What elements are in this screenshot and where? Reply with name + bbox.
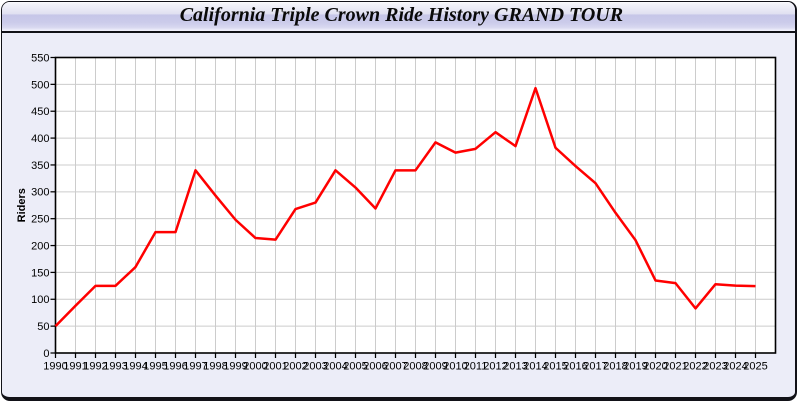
svg-text:400: 400 xyxy=(31,133,49,145)
svg-text:2024: 2024 xyxy=(723,361,747,373)
svg-text:2018: 2018 xyxy=(603,361,627,373)
svg-text:2002: 2002 xyxy=(283,361,307,373)
svg-text:2015: 2015 xyxy=(543,361,567,373)
svg-text:300: 300 xyxy=(31,187,49,199)
svg-text:450: 450 xyxy=(31,106,49,118)
svg-text:200: 200 xyxy=(31,240,49,252)
svg-text:1992: 1992 xyxy=(83,361,107,373)
svg-text:2003: 2003 xyxy=(303,361,327,373)
svg-text:2021: 2021 xyxy=(663,361,687,373)
svg-text:1995: 1995 xyxy=(143,361,167,373)
svg-text:1991: 1991 xyxy=(63,361,87,373)
svg-text:2006: 2006 xyxy=(363,361,387,373)
svg-text:2023: 2023 xyxy=(703,361,727,373)
svg-text:2016: 2016 xyxy=(563,361,587,373)
svg-text:2014: 2014 xyxy=(523,361,547,373)
svg-text:1997: 1997 xyxy=(183,361,207,373)
svg-text:2025: 2025 xyxy=(743,361,767,373)
svg-text:2010: 2010 xyxy=(443,361,467,373)
svg-text:50: 50 xyxy=(37,321,49,333)
svg-text:2019: 2019 xyxy=(623,361,647,373)
svg-text:2001: 2001 xyxy=(263,361,287,373)
svg-text:2022: 2022 xyxy=(683,361,707,373)
svg-text:2012: 2012 xyxy=(483,361,507,373)
svg-text:1999: 1999 xyxy=(223,361,247,373)
svg-text:500: 500 xyxy=(31,79,49,91)
svg-text:250: 250 xyxy=(31,214,49,226)
svg-text:2017: 2017 xyxy=(583,361,607,373)
svg-text:2009: 2009 xyxy=(423,361,447,373)
svg-text:100: 100 xyxy=(31,294,49,306)
svg-text:550: 550 xyxy=(31,52,49,64)
svg-text:1998: 1998 xyxy=(203,361,227,373)
svg-text:2007: 2007 xyxy=(383,361,407,373)
svg-text:1996: 1996 xyxy=(163,361,187,373)
svg-text:Riders: Riders xyxy=(16,188,28,222)
svg-text:2013: 2013 xyxy=(503,361,527,373)
svg-text:350: 350 xyxy=(31,160,49,172)
svg-text:1993: 1993 xyxy=(103,361,127,373)
svg-text:2011: 2011 xyxy=(464,361,488,373)
svg-text:1994: 1994 xyxy=(123,361,147,373)
svg-text:2000: 2000 xyxy=(243,361,267,373)
svg-text:150: 150 xyxy=(31,267,49,279)
svg-text:2004: 2004 xyxy=(323,361,347,373)
svg-text:2005: 2005 xyxy=(343,361,367,373)
svg-text:0: 0 xyxy=(43,348,49,360)
svg-text:2008: 2008 xyxy=(403,361,427,373)
svg-text:2020: 2020 xyxy=(643,361,667,373)
svg-text:1990: 1990 xyxy=(43,361,67,373)
